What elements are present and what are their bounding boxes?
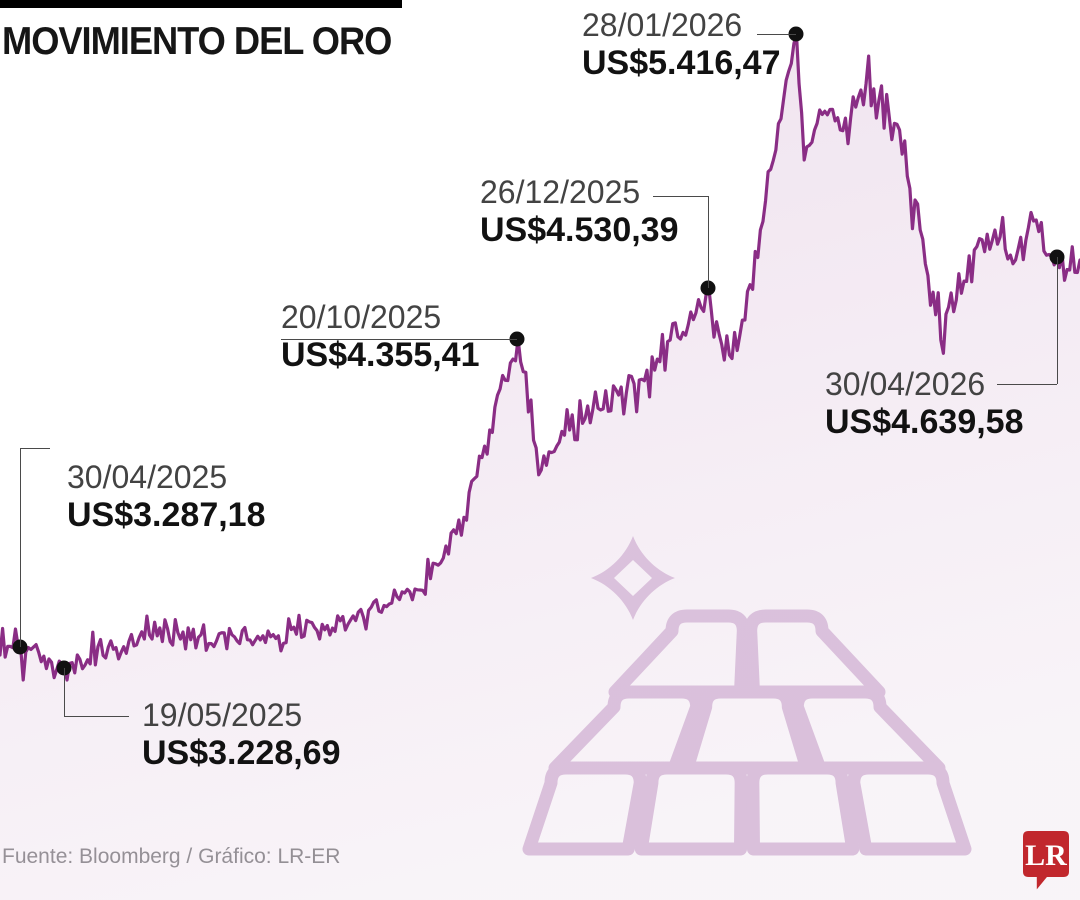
svg-text:LR: LR	[1025, 839, 1067, 872]
